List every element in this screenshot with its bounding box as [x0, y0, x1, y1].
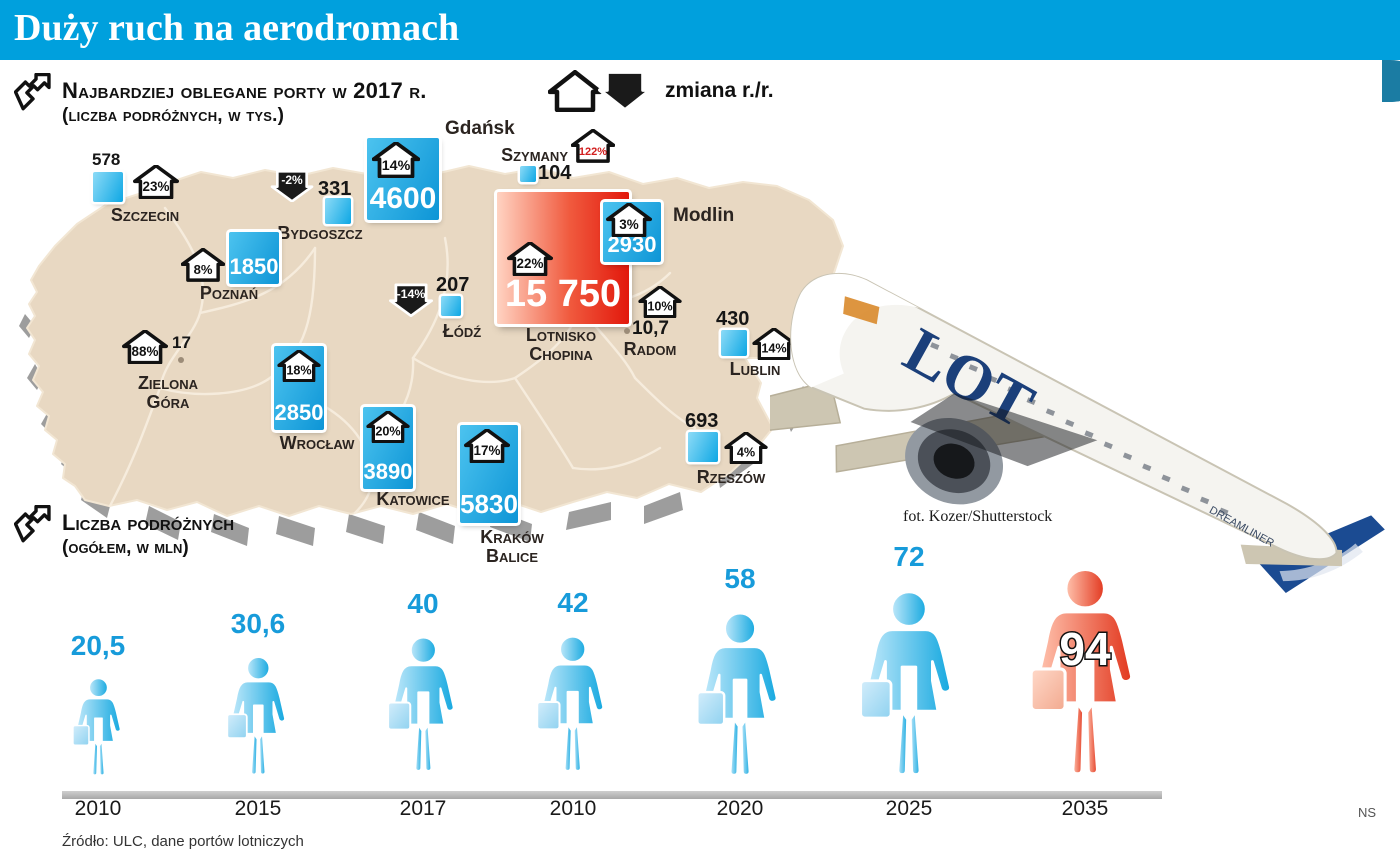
svg-text:20%: 20% — [375, 425, 400, 439]
svg-text:23%: 23% — [143, 179, 170, 194]
svg-text:18%: 18% — [286, 364, 311, 378]
svg-text:88%: 88% — [132, 344, 159, 359]
svg-text:4%: 4% — [737, 446, 755, 460]
svg-text:122%: 122% — [579, 146, 607, 158]
svg-text:-2%: -2% — [281, 173, 303, 187]
svg-text:3%: 3% — [619, 217, 638, 232]
svg-text:-14%: -14% — [397, 287, 426, 301]
svg-text:22%: 22% — [517, 256, 544, 271]
svg-text:10%: 10% — [647, 300, 672, 314]
svg-text:17%: 17% — [474, 443, 501, 458]
svg-text:14%: 14% — [382, 158, 411, 174]
svg-text:8%: 8% — [194, 262, 213, 277]
